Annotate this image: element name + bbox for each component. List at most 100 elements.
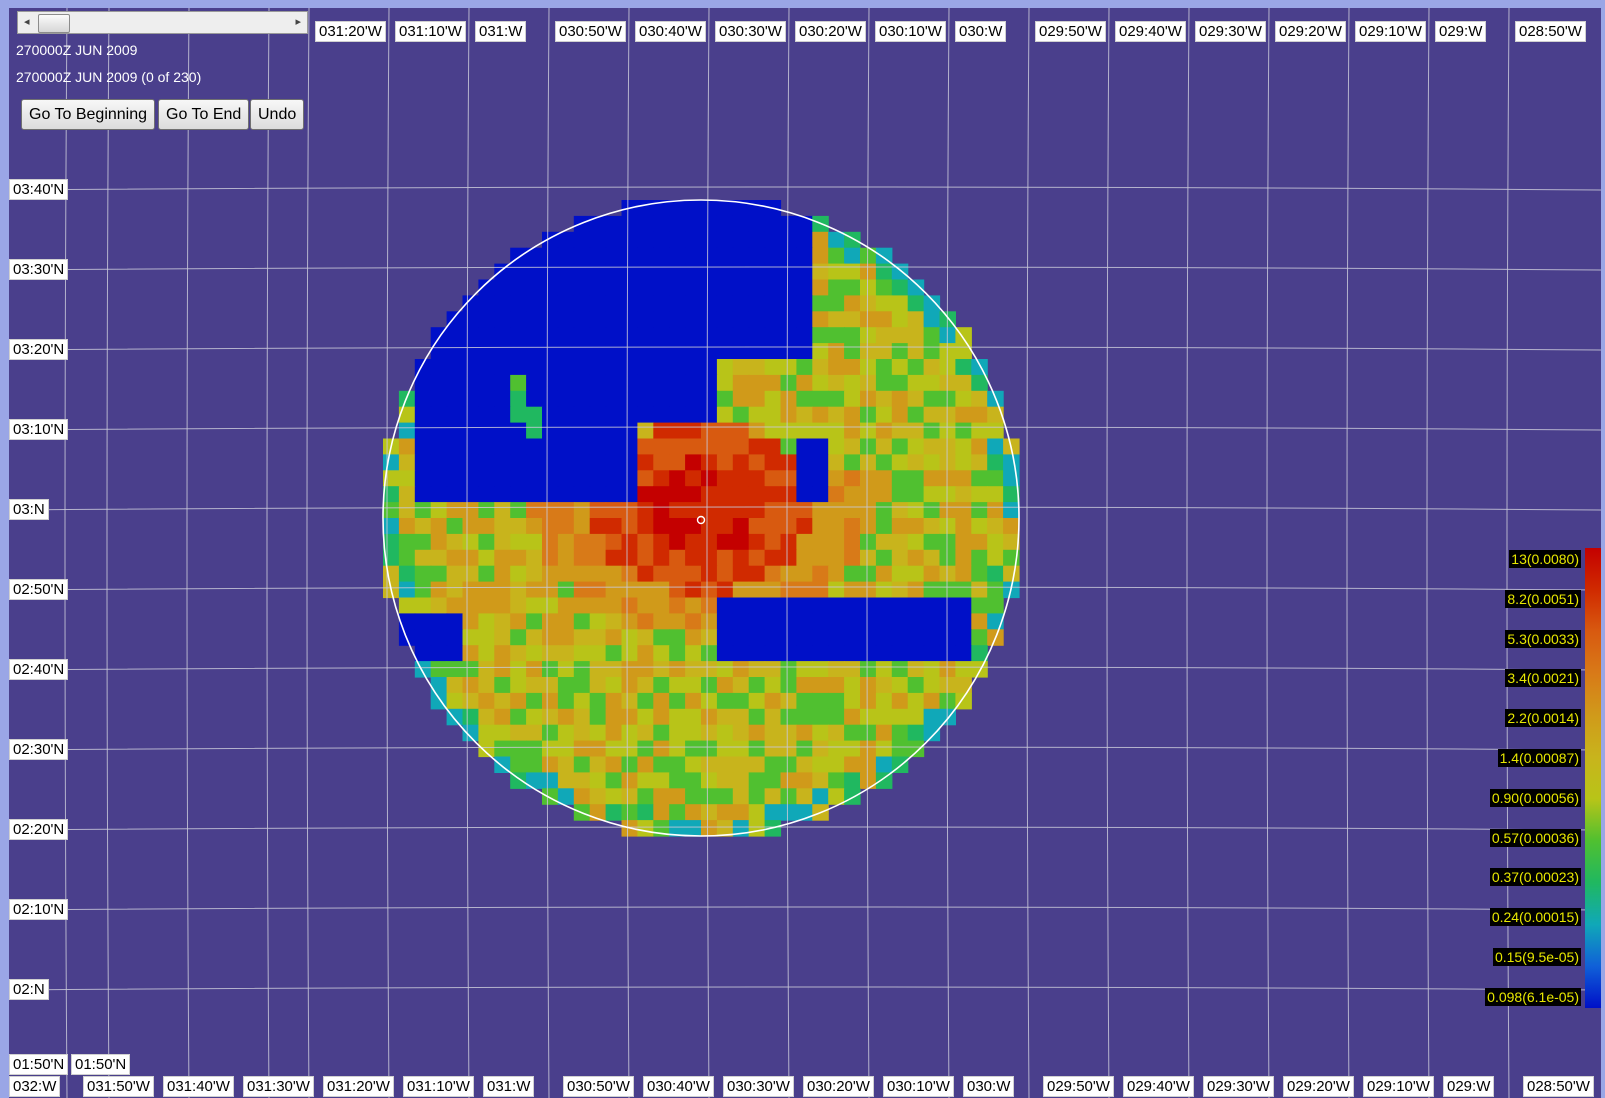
color-legend: 13(0.0080) 8.2(0.0051) 5.3(0.0033) 3.4(0.00… <box>1443 548 1601 1008</box>
heatmap-cell <box>653 470 670 487</box>
heatmap-cell <box>510 772 527 789</box>
undo-button[interactable]: Undo <box>250 99 305 130</box>
heatmap-cell <box>510 406 527 424</box>
heatmap-cell <box>844 549 861 567</box>
heatmap-cell <box>701 581 718 599</box>
heatmap-cell <box>844 263 861 281</box>
bottom-longitude-label: 029:W <box>1443 1076 1495 1097</box>
heatmap-cell <box>907 533 925 551</box>
heatmap-cell <box>542 645 559 662</box>
heatmap-cell <box>414 565 432 583</box>
heatmap-cell <box>860 756 877 773</box>
heatmap-cell <box>828 327 845 344</box>
heatmap-cell <box>828 518 845 535</box>
heatmap-cell <box>462 692 479 710</box>
heatmap-cell <box>589 772 607 789</box>
top-longitude-label: 030:40'W <box>635 21 706 42</box>
scroll-right-arrow-icon[interactable]: ▸ <box>295 16 301 28</box>
scroll-left-arrow-icon[interactable]: ◂ <box>24 16 30 28</box>
heatmap-cell <box>526 549 543 567</box>
heatmap-cell <box>812 692 829 710</box>
heatmap-cell <box>637 677 654 694</box>
heatmap-cell <box>494 454 511 471</box>
heatmap-cell <box>446 581 464 599</box>
heatmap-cell <box>637 661 654 678</box>
grid-line-meridian <box>466 8 470 1098</box>
heatmap-cell <box>844 486 861 503</box>
heatmap-cell <box>764 486 782 503</box>
heatmap-cell <box>605 772 623 789</box>
heatmap-cell <box>891 343 909 360</box>
heatmap-cell <box>557 549 575 567</box>
heatmap-cell <box>796 247 813 265</box>
heatmap-cell <box>605 613 623 630</box>
legend-entry: 2.2(0.0014) <box>1505 709 1581 728</box>
heatmap-cell <box>939 502 956 519</box>
heatmap-cell <box>589 215 607 233</box>
heatmap-cell <box>955 661 972 678</box>
go-to-end-button[interactable]: Go To End <box>158 99 250 130</box>
heatmap-cell <box>685 788 702 805</box>
heatmap-cell <box>605 215 623 233</box>
heatmap-cell <box>812 677 829 694</box>
heatmap-cell <box>605 724 623 742</box>
heatmap-cell <box>685 200 702 217</box>
heatmap-cell <box>494 295 511 312</box>
heatmap-cell <box>621 343 638 360</box>
heatmap-cell <box>907 613 925 630</box>
heatmap-cell <box>542 788 559 805</box>
heatmap-cell <box>446 708 464 726</box>
heatmap-cell <box>732 406 750 424</box>
heatmap-cell <box>716 804 734 821</box>
heatmap-cell <box>589 740 607 758</box>
heatmap-cell <box>907 581 925 599</box>
heatmap-cell <box>748 661 766 678</box>
go-to-beginning-button[interactable]: Go To Beginning <box>21 99 156 130</box>
heatmap-cell <box>812 486 829 503</box>
heatmap-cell <box>701 772 718 789</box>
heatmap-cell <box>701 533 718 551</box>
heatmap-cell <box>923 708 941 726</box>
heatmap-cell <box>685 454 702 471</box>
map-viewport[interactable]: ◂ ▸ 270000Z JUN 2009 270000Z JUN 2009 (0… <box>9 8 1601 1098</box>
heatmap-cell <box>494 724 511 742</box>
heatmap-map[interactable] <box>9 8 1601 1098</box>
heatmap-cell <box>430 406 448 424</box>
heatmap-cell <box>478 454 495 471</box>
heatmap-cell <box>748 629 766 646</box>
heatmap-cell <box>637 295 654 312</box>
heatmap-cell <box>844 772 861 789</box>
heatmap-cell <box>796 629 813 646</box>
heatmap-cell <box>494 390 511 408</box>
heatmap-cell <box>875 692 893 710</box>
heatmap-cell <box>764 454 782 471</box>
heatmap-cell <box>510 502 527 519</box>
heatmap-cell <box>398 597 416 614</box>
heatmap-cell <box>557 438 575 455</box>
heatmap-cell <box>557 597 575 614</box>
latitude-label: 02:30'N <box>9 739 69 760</box>
legend-entry: 0.37(0.00023) <box>1489 868 1581 887</box>
heatmap-cell <box>446 343 464 360</box>
heatmap-cell <box>573 708 591 726</box>
heatmap-cell <box>589 374 607 392</box>
heatmap-cell <box>526 374 543 392</box>
heatmap-cell <box>796 645 813 662</box>
heatmap-cell <box>780 597 797 614</box>
heatmap-cell <box>732 231 750 249</box>
heatmap-cell <box>955 327 972 344</box>
heatmap-cell <box>573 645 591 662</box>
grid-line-meridian <box>546 8 550 1098</box>
time-slider[interactable]: ◂ ▸ <box>17 11 308 34</box>
heatmap-cell <box>939 613 956 630</box>
grid-line-meridian <box>1186 8 1190 1098</box>
heatmap-cell <box>637 613 654 630</box>
heatmap-cell <box>653 200 670 217</box>
heatmap-cell <box>589 438 607 455</box>
heatmap-cell <box>923 677 941 694</box>
heatmap-cell <box>987 597 1004 614</box>
heatmap-cell <box>716 311 734 328</box>
legend-entry: 0.90(0.00056) <box>1489 788 1581 807</box>
slider-thumb[interactable] <box>38 14 70 33</box>
bottom-longitude-label: 031:W <box>483 1076 535 1097</box>
